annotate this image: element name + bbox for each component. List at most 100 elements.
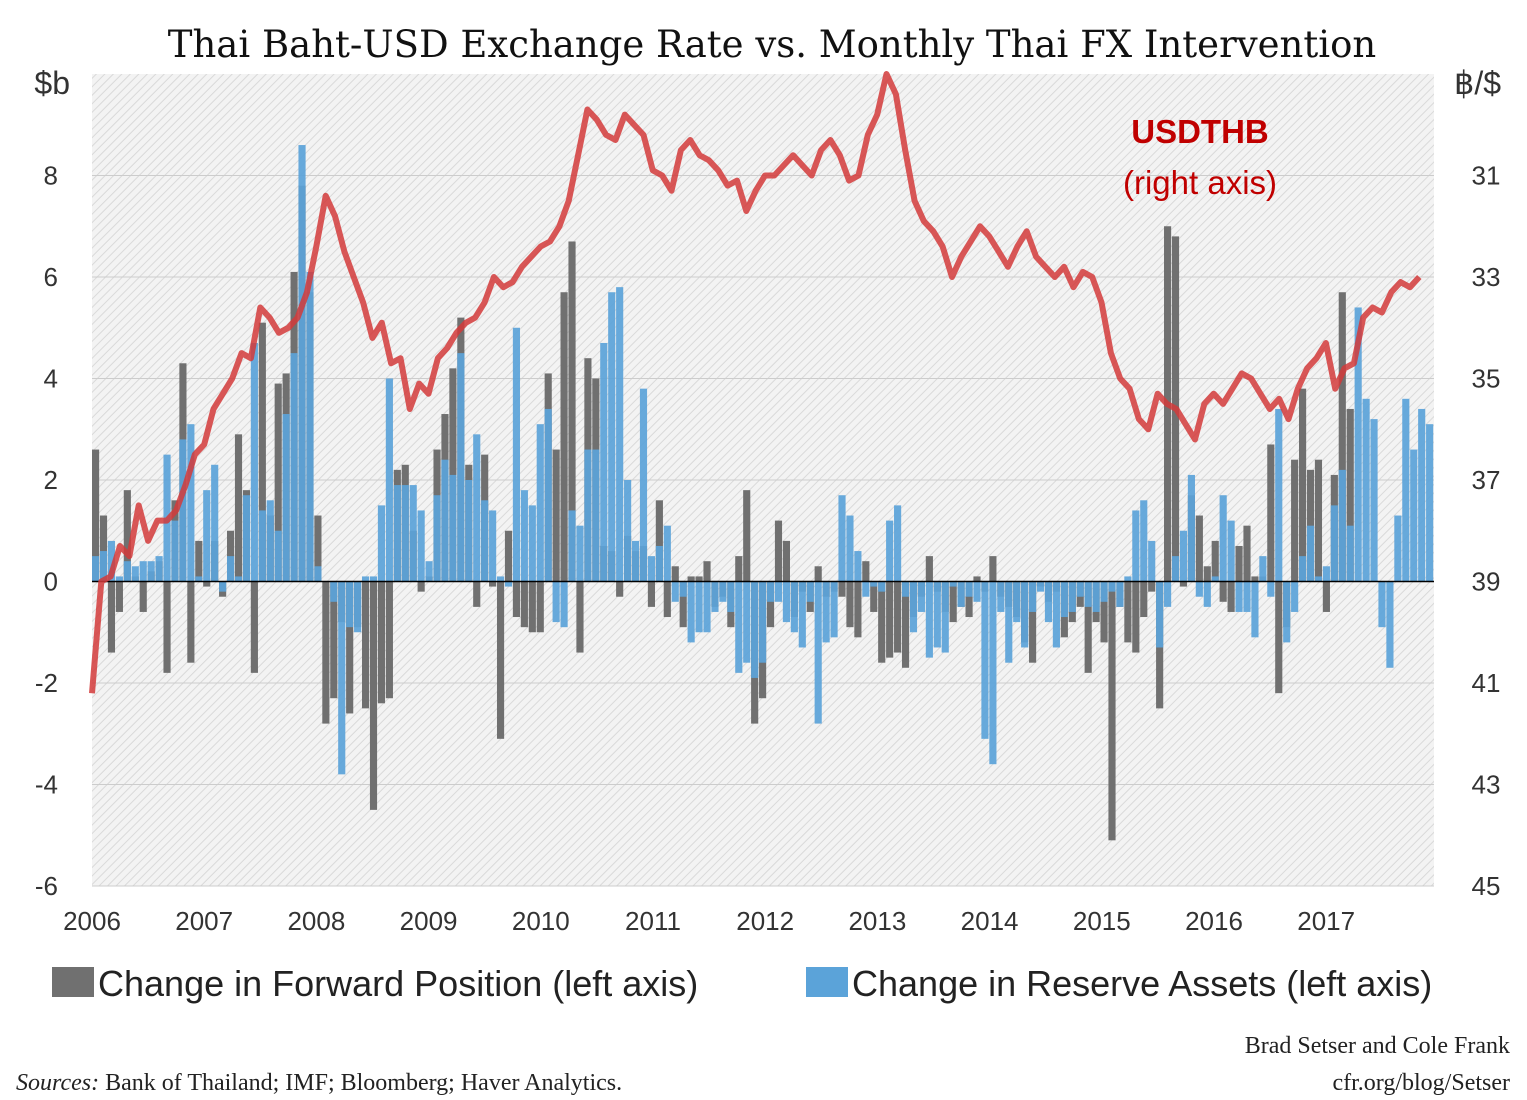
usdthb-line: [89, 71, 1422, 694]
forward-bar: [687, 576, 695, 582]
reserve-bar: [1005, 581, 1013, 663]
forward-bar: [528, 581, 536, 633]
reserve-bar: [171, 520, 179, 582]
reserve-bar: [354, 581, 362, 633]
reserve-bar: [1354, 307, 1362, 582]
forward-bar: [314, 515, 322, 582]
reserve-bar: [1243, 581, 1251, 612]
reserve-bar: [306, 271, 314, 582]
reserve-bar: [1299, 556, 1307, 582]
reserve-bar: [1402, 398, 1410, 582]
sources-text: Bank of Thailand; IMF; Bloomberg; Haver …: [105, 1070, 622, 1096]
forward-bar: [735, 556, 743, 582]
reserve-bar: [862, 581, 870, 597]
reserve-bar: [631, 540, 640, 582]
reserve-bar: [544, 408, 552, 582]
reserve-bar: [679, 581, 687, 597]
forward-bar: [965, 581, 973, 618]
reserve-bar: [576, 525, 584, 582]
reserve-bar: [917, 581, 925, 612]
legend-label-reserve: Change in Reserve Assets (left axis): [852, 963, 1432, 1004]
x-tick-label: 2006: [63, 906, 121, 936]
reserve-bar: [1267, 581, 1275, 597]
forward-bar: [1243, 525, 1251, 582]
reserve-bar: [528, 505, 536, 582]
right-tick-label: 43: [1472, 770, 1501, 800]
reserve-bar: [759, 581, 767, 663]
forward-bar: [274, 383, 282, 582]
forward-bar: [1314, 459, 1323, 582]
forward-bar: [1203, 566, 1211, 582]
reserve-bar: [290, 353, 298, 582]
forward-bar: [489, 581, 497, 587]
reserve-bar: [894, 505, 902, 582]
reserve-bar: [211, 464, 219, 582]
forward-bar: [782, 540, 790, 582]
forward-bar: [504, 530, 513, 582]
forward-bar: [973, 576, 981, 582]
reserve-bar: [1036, 581, 1045, 592]
reserve-bar: [639, 388, 648, 582]
forward-bar: [703, 561, 711, 582]
right-tick-label: 45: [1472, 871, 1501, 901]
reserve-bar: [878, 581, 886, 592]
reserve-bar: [346, 581, 354, 628]
sources-note: Sources: Bank of Thailand; IMF; Bloomber…: [16, 1070, 622, 1096]
reserve-bar: [234, 576, 243, 582]
forward-bar: [766, 581, 775, 628]
x-tick-label: 2016: [1185, 906, 1243, 936]
reserve-bar: [751, 581, 759, 678]
forward-bar: [536, 581, 544, 633]
reserve-bar: [711, 581, 719, 612]
reserve-bar: [504, 581, 513, 587]
x-tick-label: 2009: [400, 906, 458, 936]
reserve-bar: [1235, 581, 1243, 612]
forward-bar: [616, 581, 624, 597]
forward-bar: [1338, 292, 1346, 582]
reserve-bar: [1291, 581, 1299, 612]
reserve-bar: [616, 287, 624, 582]
reserve-bar: [131, 566, 139, 582]
reserve-bar: [989, 581, 997, 765]
left-axis-unit: $b: [34, 65, 70, 101]
usdthb-label: USDTHB: [1131, 113, 1269, 150]
reserve-bar: [1259, 556, 1267, 582]
forward-bar: [1267, 444, 1275, 582]
forward-bar: [671, 566, 679, 582]
forward-bar: [1084, 581, 1092, 673]
reserve-bar: [909, 581, 918, 633]
right-tick-label: 35: [1472, 364, 1501, 394]
reserve-bar: [226, 556, 235, 582]
forward-bar: [679, 581, 687, 628]
reserve-bar: [774, 581, 783, 602]
forward-bar: [1179, 581, 1188, 587]
reserve-bar: [901, 581, 910, 597]
reserve-bar: [187, 424, 195, 582]
reserve-bar: [552, 581, 560, 623]
reserve-bar: [1179, 530, 1188, 582]
right-tick-label: 31: [1472, 161, 1501, 191]
left-tick-label: 2: [44, 465, 58, 495]
forward-bar: [1346, 408, 1354, 582]
reserve-bar: [1426, 424, 1434, 582]
forward-bar: [862, 561, 870, 582]
reserve-bar: [1140, 500, 1148, 582]
reserve-bar: [886, 520, 894, 582]
reserve-bar: [449, 474, 457, 582]
reserve-bar: [941, 581, 949, 653]
reserve-bar: [1171, 556, 1180, 582]
forward-bar: [989, 556, 997, 582]
reserve-bar: [568, 510, 576, 582]
forward-bar: [115, 581, 123, 612]
reserve-bar: [647, 556, 656, 582]
reserve-bar: [282, 414, 290, 582]
reserve-bar: [1370, 419, 1378, 582]
forward-bar: [576, 581, 584, 653]
forward-bar: [743, 490, 751, 582]
forward-bar: [163, 581, 171, 673]
reserve-bar: [1084, 581, 1092, 607]
forward-bar: [1299, 388, 1307, 582]
reserve-bar: [1203, 581, 1211, 607]
reserve-bar: [1156, 581, 1164, 648]
forward-bar: [846, 581, 854, 628]
